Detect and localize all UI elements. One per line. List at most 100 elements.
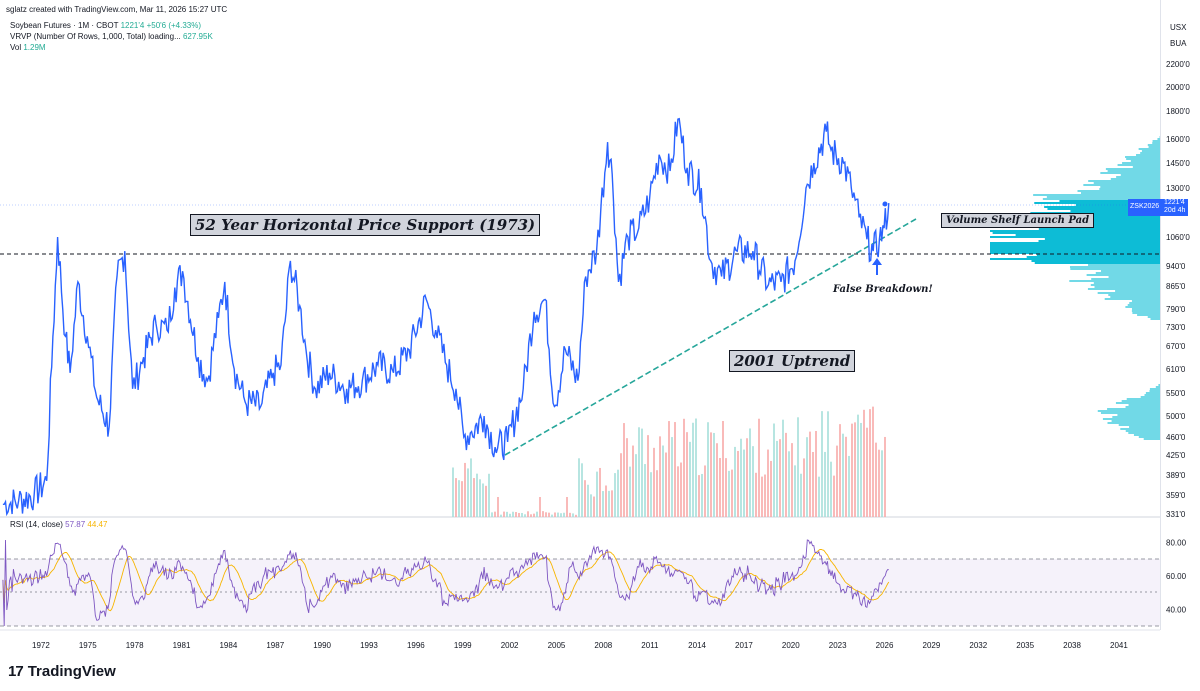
- volume-bar: [596, 471, 598, 517]
- vrvp-row: [1038, 228, 1160, 230]
- vrvp-row: [1108, 276, 1160, 278]
- volume-bar: [830, 461, 832, 517]
- volume-bar: [881, 450, 883, 517]
- vrvp-row: [1100, 186, 1160, 188]
- annotation-uptrend[interactable]: 2001 Uptrend: [729, 350, 856, 372]
- volume-bar: [749, 428, 751, 517]
- vrvp-row: [1125, 406, 1160, 408]
- rsi-axis[interactable]: 80.00 60.00 40.00: [1166, 538, 1187, 614]
- volume-bar: [518, 512, 520, 517]
- rsi-axis-tick: 60.00: [1166, 572, 1187, 581]
- volume-bar: [644, 464, 646, 517]
- vrvp-row: [1053, 214, 1160, 216]
- vrvp-row: [1107, 170, 1160, 172]
- price-axis-tick: 331'0: [1166, 510, 1186, 519]
- price-axis-tick: 460'0: [1166, 433, 1186, 442]
- volume-bar: [554, 512, 556, 517]
- vrvp-row: [1083, 184, 1160, 186]
- rsi-legend-value: 57.87: [65, 520, 86, 529]
- legend-vol-row[interactable]: Vol 1.29M: [10, 42, 213, 53]
- volume-bar: [791, 443, 793, 517]
- volume-bar: [863, 409, 865, 517]
- vrvp-row: [1110, 178, 1160, 180]
- price-axis-tick: 550'0: [1166, 389, 1186, 398]
- volume-bar: [758, 418, 760, 517]
- time-axis-tick: 2014: [688, 641, 706, 650]
- volume-bar: [755, 472, 757, 517]
- time-axis[interactable]: 1972 1975 1978 1981 1984 1987 1990 1993 1996 1999…: [32, 641, 1128, 650]
- last-price-tag: ZSK2026 1221'4 20d 4h: [1128, 199, 1188, 216]
- legend-symbol-value: 1221'4 +50'6 (+4.33%): [120, 21, 202, 30]
- vrvp-row: [1105, 168, 1160, 170]
- volume-bar: [584, 480, 586, 517]
- time-axis-tick: 1978: [126, 641, 144, 650]
- price-axis-tick: 790'0: [1166, 305, 1186, 314]
- volume-bar: [473, 478, 475, 517]
- volume-bar: [632, 445, 634, 517]
- volume-bar: [605, 485, 607, 517]
- volume-bar: [527, 511, 529, 517]
- time-axis-tick: 1990: [313, 641, 331, 650]
- volume-bar: [485, 485, 487, 517]
- price-axis-tick: 359'0: [1166, 491, 1186, 500]
- rsi-axis-tick: 40.00: [1166, 605, 1187, 614]
- volume-bar: [815, 430, 817, 517]
- annotation-support[interactable]: 52 Year Horizontal Price Support (1973): [190, 214, 541, 236]
- legend-vrvp-name: VRVP (Number Of Rows, 1,000, Total) load…: [10, 32, 181, 41]
- volume-bar: [803, 458, 805, 517]
- volume-bar: [620, 453, 622, 517]
- price-axis-tick: 1800'0: [1166, 107, 1190, 116]
- price-series-line: [2, 117, 890, 517]
- price-axis-currency: USX: [1170, 23, 1187, 32]
- uptrend-line[interactable]: [504, 218, 917, 456]
- annotation-breakdown[interactable]: False Breakdown!: [833, 284, 933, 295]
- vrvp-row: [1138, 436, 1160, 438]
- volume-bar: [752, 446, 754, 517]
- volume-bar: [464, 462, 466, 517]
- price-axis-tick: 1450'0: [1166, 159, 1190, 168]
- vrvp-row: [1047, 208, 1160, 210]
- volume-bar: [482, 483, 484, 517]
- price-axis-tick: 670'0: [1166, 342, 1186, 351]
- vrvp-row: [1038, 240, 1160, 242]
- volume-bar: [812, 452, 814, 517]
- time-axis-tick: 1999: [454, 641, 472, 650]
- volume-bar: [551, 514, 553, 517]
- time-axis-tick: 2038: [1063, 641, 1081, 650]
- price-axis-divider: [1160, 0, 1161, 630]
- time-axis-tick: 2023: [829, 641, 847, 650]
- legend-vrvp-row[interactable]: VRVP (Number Of Rows, 1,000, Total) load…: [10, 31, 213, 42]
- volume-bar: [788, 451, 790, 517]
- vrvp-row: [1100, 172, 1160, 174]
- volume-bar: [833, 475, 835, 517]
- vrvp-row: [1026, 256, 1160, 258]
- volume-bar: [722, 420, 724, 517]
- volume-bar: [725, 458, 727, 517]
- rsi-legend[interactable]: RSI (14, close) 57.87 44.47: [10, 520, 107, 529]
- volume-bar: [560, 513, 562, 517]
- vrvp-row: [1115, 290, 1160, 292]
- price-axis-tick: 940'0: [1166, 262, 1186, 271]
- tradingview-logo[interactable]: 17 TradingView: [8, 663, 116, 680]
- price-axis[interactable]: 2200'0 2000'0 1800'0 1600'0 1450'0 1300'0 1060…: [1166, 60, 1190, 519]
- time-axis-tick: 2041: [1110, 641, 1128, 650]
- time-axis-tick: 2011: [641, 641, 659, 650]
- vrvp-row: [1141, 150, 1160, 152]
- volume-bar: [470, 458, 472, 517]
- vrvp-row: [990, 248, 1160, 250]
- annotation-shelf[interactable]: Volume Shelf Launch Pad: [941, 213, 1095, 228]
- volume-bar: [623, 423, 625, 517]
- time-axis-tick: 1993: [360, 641, 378, 650]
- time-axis-tick: 2035: [1016, 641, 1034, 650]
- volume-bar: [626, 438, 628, 517]
- vrvp-row: [990, 230, 1160, 232]
- volume-bar: [515, 512, 517, 517]
- volume-bar: [614, 473, 616, 517]
- tradingview-logo-text: TradingView: [27, 663, 116, 680]
- volume-bar: [869, 409, 871, 517]
- legend-symbol-row[interactable]: Soybean Futures · 1M · CBOT 1221'4 +50'6…: [10, 20, 213, 31]
- volume-bar: [737, 450, 739, 517]
- volume-bar: [857, 414, 859, 517]
- time-axis-tick: 1972: [32, 641, 50, 650]
